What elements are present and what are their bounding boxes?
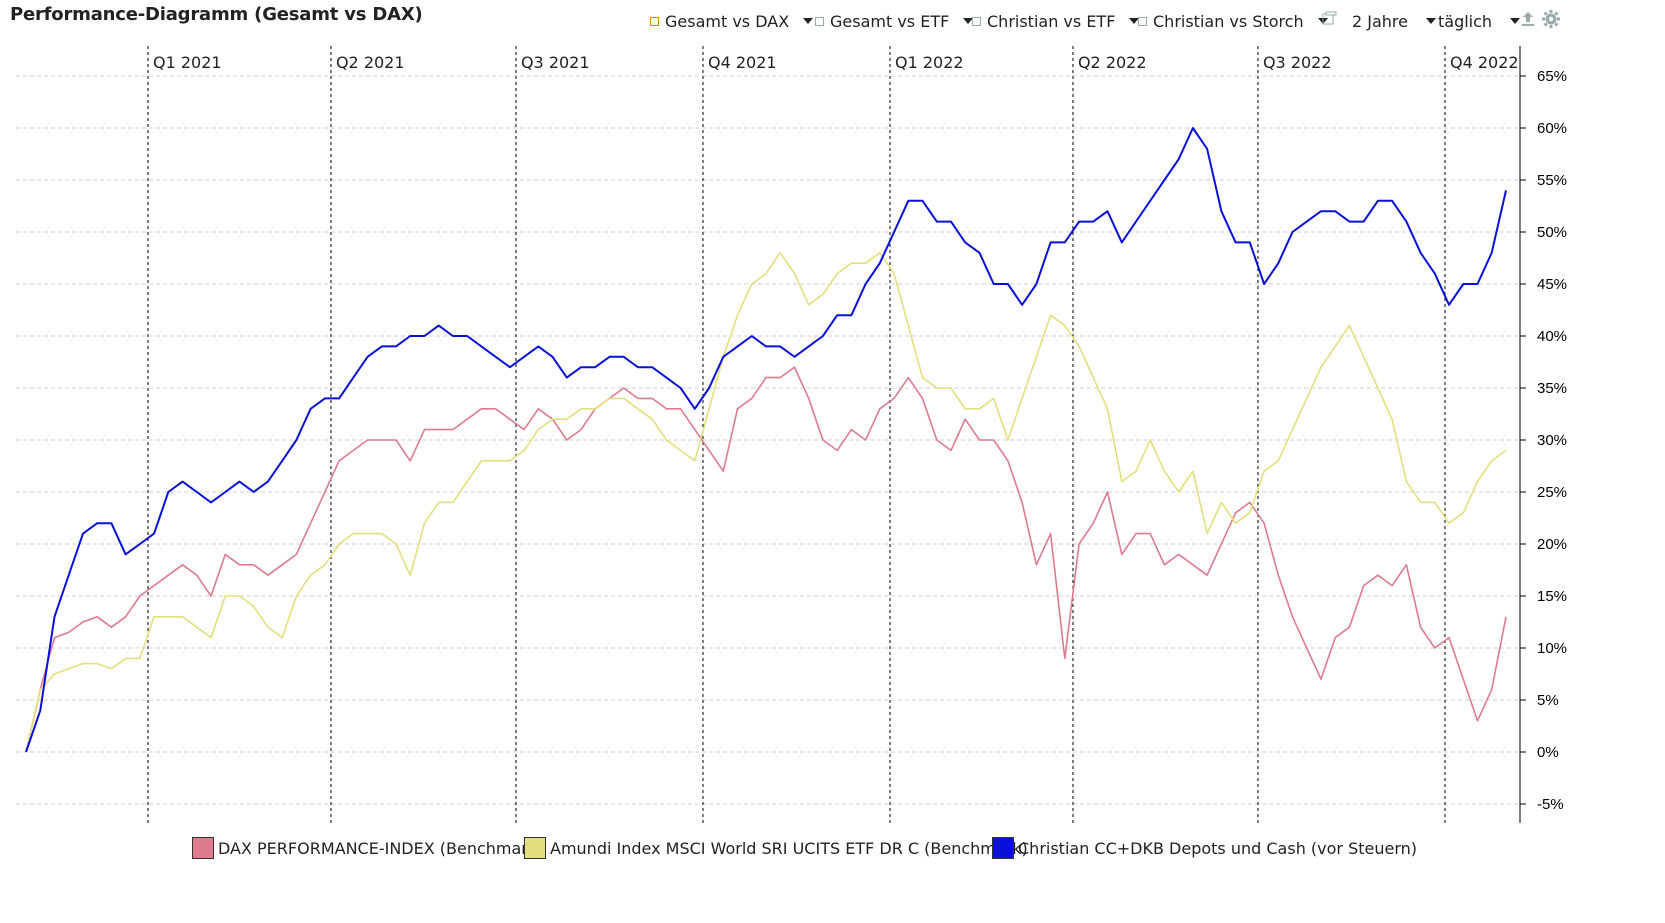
period-select[interactable]: 2 Jahre [1352, 9, 1436, 33]
toggle-label: Christian vs ETF [987, 11, 1116, 31]
chevron-down-icon[interactable] [963, 18, 974, 24]
toggle-christian-vs-etf[interactable]: Christian vs ETF [972, 9, 1140, 33]
grid-lines [16, 75, 1520, 805]
legend-item-dax[interactable]: DAX PERFORMANCE-INDEX (Benchmark) [192, 837, 543, 859]
y-tick-label: 45% [1537, 276, 1567, 293]
y-tick-label: 60% [1537, 120, 1567, 137]
legend-swatch [192, 837, 214, 859]
chevron-down-icon[interactable] [803, 18, 814, 24]
quarter-label: Q4 2022 [1450, 53, 1519, 72]
legend-swatch [992, 837, 1014, 859]
chart-legend: DAX PERFORMANCE-INDEX (Benchmark) Amundi… [0, 829, 1665, 869]
toggle-label: Christian vs Storch [1153, 11, 1304, 31]
toggle-christian-vs-storch[interactable]: Christian vs Storch [1138, 9, 1328, 33]
y-tick-label: 5% [1537, 692, 1559, 709]
quarter-label: Q3 2022 [1263, 53, 1332, 72]
y-tick-label: -5% [1537, 796, 1564, 813]
chevron-down-icon[interactable] [1426, 18, 1436, 24]
series-lines [25, 127, 1507, 753]
y-tick-label: 15% [1537, 588, 1567, 605]
y-tick-label: 55% [1537, 172, 1567, 189]
period-value: 2 Jahre [1352, 11, 1408, 31]
settings-gear-icon[interactable] [1541, 9, 1561, 29]
y-tick-label: 10% [1537, 640, 1567, 657]
y-tick-label: 25% [1537, 484, 1567, 501]
series-line-0 [25, 366, 1507, 753]
chevron-down-icon[interactable] [1129, 18, 1140, 24]
quarter-label: Q1 2021 [153, 53, 222, 72]
performance-chart[interactable]: Q1 2021 Q2 2021 Q3 2021 Q4 2021 Q1 2022 Q2 20… [0, 38, 1665, 828]
export-icon[interactable] [1519, 9, 1539, 29]
quarter-label: Q2 2021 [336, 53, 405, 72]
legend-swatch [524, 837, 546, 859]
y-tick-label: 35% [1537, 380, 1567, 397]
legend-label: Christian CC+DKB Depots und Cash (vor St… [1018, 838, 1418, 858]
series-line-2 [25, 127, 1507, 753]
interval-value: täglich [1438, 11, 1493, 31]
toggle-label: Gesamt vs DAX [665, 11, 790, 31]
quarter-label: Q1 2022 [895, 53, 964, 72]
window-icon[interactable] [1320, 9, 1340, 29]
toggle-gesamt-vs-etf[interactable]: Gesamt vs ETF [815, 9, 974, 33]
chart-title: Performance-Diagramm (Gesamt vs DAX) [10, 4, 423, 25]
toggle-label: Gesamt vs ETF [830, 11, 950, 31]
toggle-gesamt-vs-dax[interactable]: Gesamt vs DAX [650, 9, 814, 33]
y-tick-label: 40% [1537, 328, 1567, 345]
checkbox-icon[interactable] [972, 16, 981, 26]
y-tick-label: 65% [1537, 68, 1567, 85]
y-tick-label: 30% [1537, 432, 1567, 449]
checkbox-icon[interactable] [815, 16, 824, 26]
quarter-label: Q4 2021 [708, 53, 777, 72]
checkbox-icon[interactable] [1138, 16, 1147, 26]
series-line-1 [25, 252, 1507, 753]
quarter-markers: Q1 2021 Q2 2021 Q3 2021 Q4 2021 Q1 2022 Q2 20… [147, 46, 1519, 823]
chevron-down-icon[interactable] [1510, 18, 1521, 24]
interval-select[interactable]: täglich [1438, 9, 1521, 33]
quarter-label: Q3 2021 [521, 53, 590, 72]
y-tick-label: 0% [1537, 744, 1559, 761]
quarter-label: Q2 2022 [1078, 53, 1147, 72]
legend-label: DAX PERFORMANCE-INDEX (Benchmark) [218, 838, 544, 858]
legend-label: Amundi Index MSCI World SRI UCITS ETF DR… [550, 838, 1028, 858]
checkbox-icon[interactable] [650, 16, 659, 26]
y-tick-label: 20% [1537, 536, 1567, 553]
y-tick-label: 50% [1537, 224, 1567, 241]
chart-header: Performance-Diagramm (Gesamt vs DAX) Ges… [0, 0, 1665, 38]
legend-item-christian[interactable]: Christian CC+DKB Depots und Cash (vor St… [992, 837, 1417, 859]
legend-item-amundi[interactable]: Amundi Index MSCI World SRI UCITS ETF DR… [524, 837, 1028, 859]
y-axis: 65% 60% 55% 50% 45% 40% 35% 30% 25% 20% 15% 10% 5% 0%… [1519, 46, 1567, 823]
